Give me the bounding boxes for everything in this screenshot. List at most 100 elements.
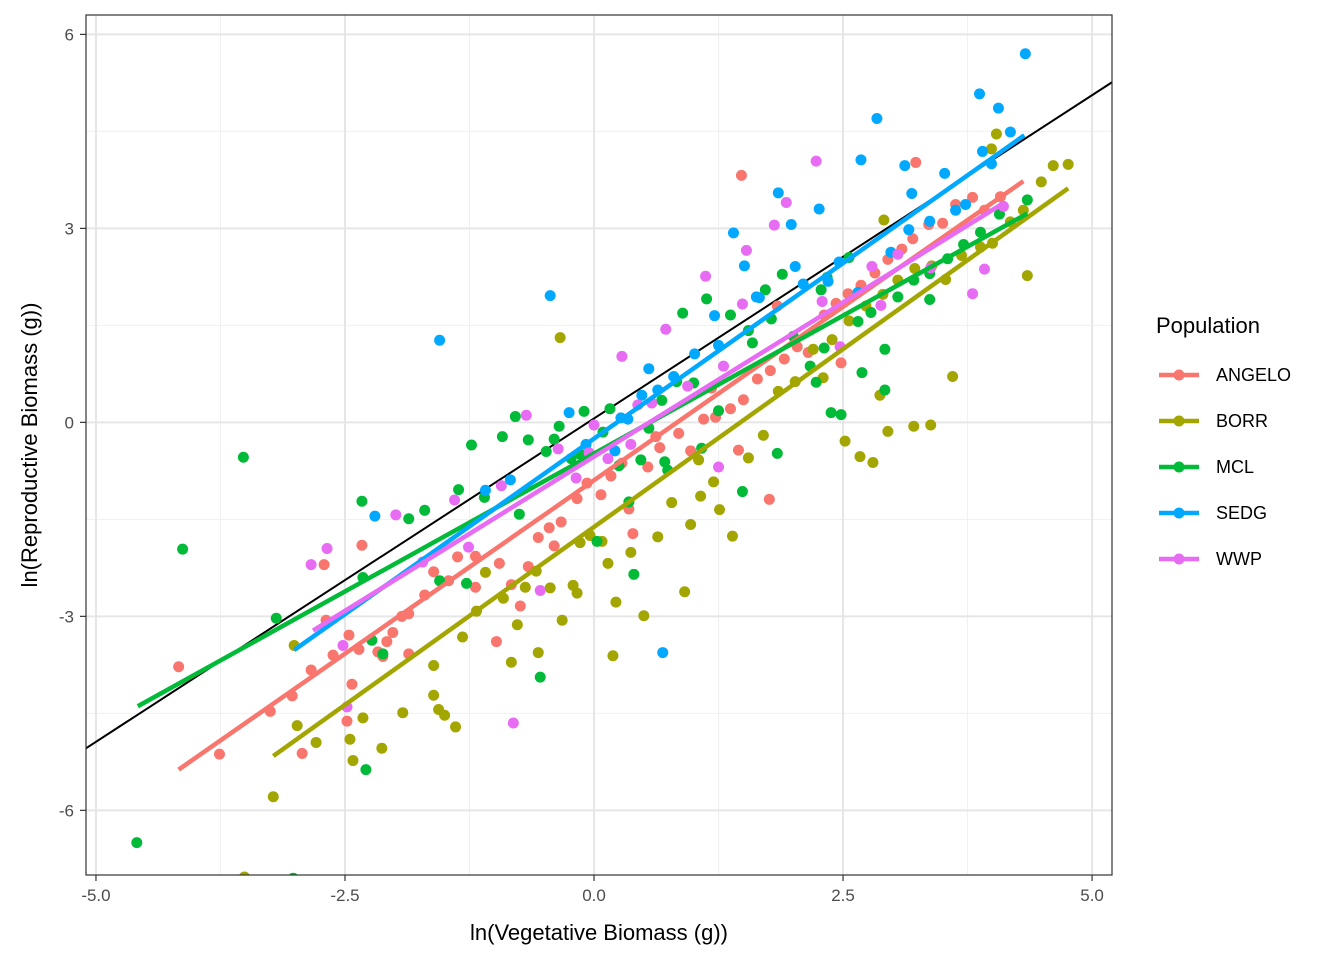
x-tick-label: 2.5 xyxy=(831,886,855,905)
point-wwp xyxy=(495,480,507,492)
legend-item-sedg: SEDG xyxy=(1159,503,1267,523)
y-tick-label: -3 xyxy=(59,607,74,626)
legend-key-point xyxy=(1173,553,1185,565)
point-borr xyxy=(742,452,754,464)
point-angelo xyxy=(213,748,225,760)
point-borr xyxy=(571,587,583,599)
point-borr xyxy=(450,721,462,733)
point-wwp xyxy=(570,472,582,484)
point-mcl xyxy=(548,433,560,445)
point-wwp xyxy=(660,323,672,335)
point-mcl xyxy=(356,495,368,507)
point-mcl xyxy=(865,306,877,318)
point-mcl xyxy=(237,451,249,463)
point-sedg xyxy=(544,290,556,302)
point-sedg xyxy=(924,215,936,227)
point-wwp xyxy=(625,438,637,450)
point-mcl xyxy=(677,307,689,319)
point-angelo xyxy=(967,191,979,203)
point-borr xyxy=(602,557,614,569)
point-borr xyxy=(909,262,921,274)
point-angelo xyxy=(356,539,368,551)
point-sedg xyxy=(709,310,721,322)
point-sedg xyxy=(1019,48,1031,60)
point-borr xyxy=(908,420,920,432)
point-wwp xyxy=(507,717,519,729)
point-mcl xyxy=(403,513,415,525)
x-tick-label: -2.5 xyxy=(330,886,359,905)
fit-line-wwp xyxy=(311,201,1005,633)
point-borr xyxy=(726,530,738,542)
point-sedg xyxy=(689,348,701,360)
y-tick-label: 3 xyxy=(65,219,74,238)
point-mcl xyxy=(736,486,748,498)
point-angelo xyxy=(673,427,685,439)
point-sedg xyxy=(369,510,381,522)
point-borr xyxy=(556,614,568,626)
fit-line-sedg xyxy=(292,133,1026,652)
point-mcl xyxy=(522,434,534,446)
point-sedg xyxy=(1004,126,1016,138)
point-wwp xyxy=(321,542,333,554)
point-mcl xyxy=(759,284,771,296)
y-tick-label: 0 xyxy=(65,413,74,432)
point-angelo xyxy=(751,373,763,385)
point-borr xyxy=(397,707,409,719)
point-sedg xyxy=(789,261,801,273)
point-sedg xyxy=(750,291,762,303)
point-borr xyxy=(925,419,937,431)
point-borr xyxy=(344,733,356,745)
point-angelo xyxy=(698,413,710,425)
point-mcl xyxy=(177,543,189,555)
point-borr xyxy=(347,755,359,767)
point-borr xyxy=(554,332,566,344)
point-sedg xyxy=(563,407,575,419)
point-mcl xyxy=(713,405,725,417)
legend-label: MCL xyxy=(1216,457,1254,477)
point-mcl xyxy=(879,343,891,355)
point-angelo xyxy=(493,557,505,569)
legend-label: ANGELO xyxy=(1216,365,1291,385)
point-sedg xyxy=(855,154,867,166)
point-mcl xyxy=(496,431,508,443)
point-borr xyxy=(505,656,517,668)
point-wwp xyxy=(736,298,748,310)
legend-key-point xyxy=(1173,369,1185,381)
point-sedg xyxy=(657,647,669,659)
point-sedg xyxy=(950,204,962,216)
point-mcl xyxy=(924,294,936,306)
point-wwp xyxy=(978,263,990,275)
point-angelo xyxy=(514,600,526,612)
point-mcl xyxy=(825,407,837,419)
point-borr xyxy=(867,456,879,468)
point-mcl xyxy=(818,342,830,354)
point-wwp xyxy=(780,197,792,209)
point-borr xyxy=(267,791,279,803)
point-sedg xyxy=(785,219,797,231)
legend-label: WWP xyxy=(1216,549,1262,569)
point-borr xyxy=(1021,270,1033,282)
legend-item-wwp: WWP xyxy=(1159,549,1262,569)
point-mcl xyxy=(776,268,788,280)
legend-key-point xyxy=(1173,415,1185,427)
point-borr xyxy=(457,631,469,643)
point-sedg xyxy=(772,187,784,199)
point-mcl xyxy=(453,484,465,496)
point-mcl xyxy=(465,439,477,451)
point-borr xyxy=(685,519,697,531)
point-mcl xyxy=(540,445,552,457)
point-mcl xyxy=(659,456,671,468)
legend: Population ANGELO BORR MCL SEDG WWP xyxy=(1156,313,1291,569)
point-sedg xyxy=(974,88,986,100)
point-angelo xyxy=(341,715,353,727)
point-angelo xyxy=(724,403,736,415)
point-borr xyxy=(652,531,664,543)
plot-layer xyxy=(86,48,1112,875)
point-angelo xyxy=(543,522,555,534)
point-borr xyxy=(947,370,959,382)
point-mcl xyxy=(835,409,847,421)
point-sedg xyxy=(479,484,491,496)
point-mcl xyxy=(578,405,590,417)
point-angelo xyxy=(627,528,639,540)
point-borr xyxy=(625,546,637,558)
